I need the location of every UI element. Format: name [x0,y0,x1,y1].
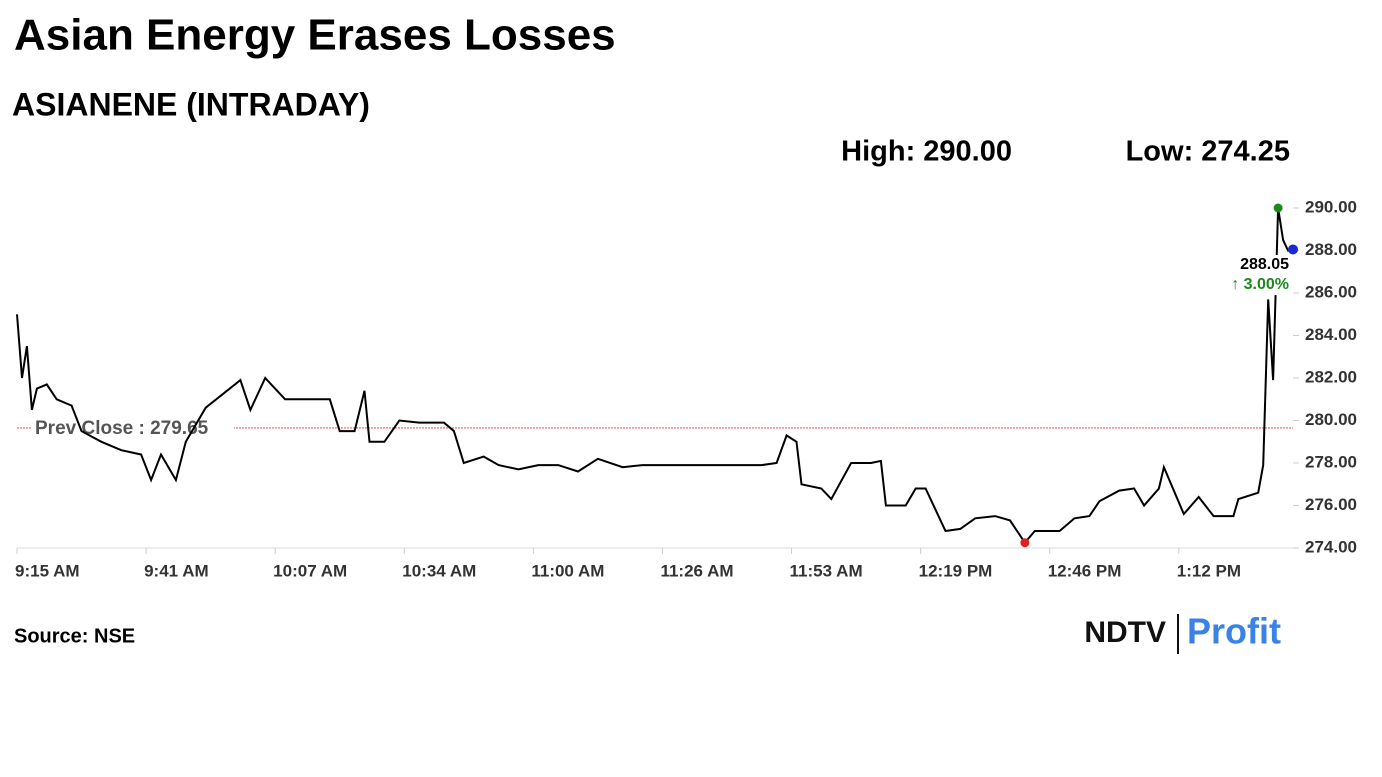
x-tick-label: 1:12 PM [1177,561,1241,580]
x-tick-label: 10:07 AM [273,561,347,580]
y-tick-label: 274.00 [1305,537,1357,556]
logo-left: NDTV [1084,616,1166,649]
x-tick-label: 11:00 AM [531,561,604,580]
x-tick-label: 11:53 AM [790,561,863,580]
low-label: Low: 274.25 [1126,136,1290,168]
x-tick-label: 12:19 PM [919,561,993,580]
y-tick-label: 288.00 [1305,240,1357,259]
y-tick-label: 286.00 [1305,282,1357,301]
x-tick-label: 9:15 AM [15,561,80,580]
change-label: ↑ 3.00% [1231,276,1289,293]
logo-right: Profit [1187,611,1281,652]
y-tick-label: 282.00 [1305,367,1357,386]
y-tick-label: 284.00 [1305,325,1357,344]
y-tick-label: 276.00 [1305,495,1357,514]
prev-close-label: Prev Close : 279.65 [35,418,209,439]
x-tick-label: 9:41 AM [144,561,209,580]
high-label: High: 290.00 [841,136,1012,168]
last-label-bg [1226,255,1290,295]
x-tick-label: 10:34 AM [402,561,476,580]
x-tick-label: 12:46 PM [1048,561,1122,580]
low-dot [1020,538,1030,548]
last-value-label: 288.05 [1240,256,1289,273]
high-dot [1273,203,1283,213]
chart-title: Asian Energy Erases Losses [14,11,616,60]
chart-subtitle: ASIANENE (INTRADAY) [12,86,370,122]
price-line [16,207,1294,545]
prev-close-bg [32,415,234,440]
y-tick-label: 280.00 [1305,410,1357,429]
source: Source: NSE [14,625,135,647]
y-tick-label: 290.00 [1305,197,1357,216]
last-dot [1288,244,1298,255]
x-tick-label: 11:26 AM [660,561,733,580]
y-tick-label: 278.00 [1305,452,1357,471]
